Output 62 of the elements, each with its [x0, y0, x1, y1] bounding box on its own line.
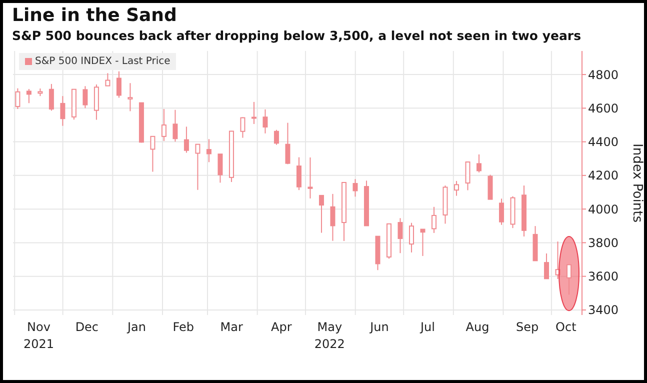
y-tick-label: 3600: [588, 270, 619, 284]
candlestick: [218, 154, 223, 184]
candlestick: [94, 84, 99, 120]
y-tick-label: 3800: [588, 236, 619, 250]
x-tick-label: Jun: [369, 320, 389, 334]
candlestick: [285, 122, 290, 165]
x-tick-label: Feb: [172, 320, 194, 334]
candlestick: [262, 108, 268, 134]
candlestick: [318, 194, 324, 234]
x-tick-label: Nov 2021: [23, 320, 54, 351]
candlestick: [308, 156, 313, 199]
candlestick: [184, 126, 189, 154]
candlestick: [408, 222, 414, 253]
x-tick-label: Aug: [466, 320, 490, 334]
candlestick: [105, 72, 110, 86]
x-tick-label: May 2022: [314, 320, 345, 351]
candlestick: [274, 129, 279, 146]
x-tick-label: Dec: [75, 320, 99, 334]
candlestick: [544, 252, 550, 280]
y-tick-label: 4400: [588, 135, 619, 150]
candlestick: [465, 161, 470, 191]
chart-title: Line in the Sand: [12, 5, 177, 26]
candlestick: [116, 70, 122, 98]
legend-label: S&P 500 INDEX - Last Price: [35, 56, 170, 67]
candlestick: [499, 198, 504, 226]
candlestick: [128, 82, 133, 112]
candlestick: [195, 144, 200, 190]
candlestick: [251, 101, 256, 124]
y-tick-label: 4800: [588, 68, 619, 82]
x-tick-label: Oct: [556, 320, 577, 334]
candlestick: [48, 83, 54, 112]
candlestick: [352, 178, 358, 198]
candlestick: [240, 116, 246, 138]
x-tick-label: Apr: [271, 320, 292, 334]
candlestick: [566, 264, 572, 296]
x-tick-label: Jul: [419, 320, 435, 334]
candlestick: [150, 136, 156, 172]
candlestick: [420, 228, 426, 256]
candlestick: [454, 180, 459, 196]
candlestick: [161, 108, 166, 142]
y-tick-label: 4600: [588, 101, 619, 116]
chart-subtitle: S&P 500 bounces back after dropping below 3,500, a level not seen in two years: [12, 28, 582, 43]
candlestick: [296, 156, 302, 191]
y-tick-label: 4200: [588, 168, 619, 183]
y-tick-label: 4000: [588, 202, 619, 216]
candlestick: [555, 241, 560, 280]
candlestick: [26, 88, 32, 104]
candlestick: [432, 206, 436, 234]
y-axis-title: Index Points: [629, 144, 644, 223]
candlestick: [15, 88, 20, 110]
candlestick: [398, 218, 403, 254]
candlestick: [82, 86, 88, 109]
candlestick: [488, 174, 493, 200]
candlestick: [60, 96, 66, 126]
x-tick-label: Mar: [220, 320, 243, 334]
candlestick: [476, 154, 482, 173]
candlestick: [172, 109, 178, 142]
candlestick: [330, 193, 336, 242]
x-tick-label: Sep: [516, 320, 539, 334]
x-tick-label: Jan: [126, 320, 146, 334]
y-tick-label: 3400: [588, 303, 619, 318]
candlestick: [206, 138, 212, 163]
